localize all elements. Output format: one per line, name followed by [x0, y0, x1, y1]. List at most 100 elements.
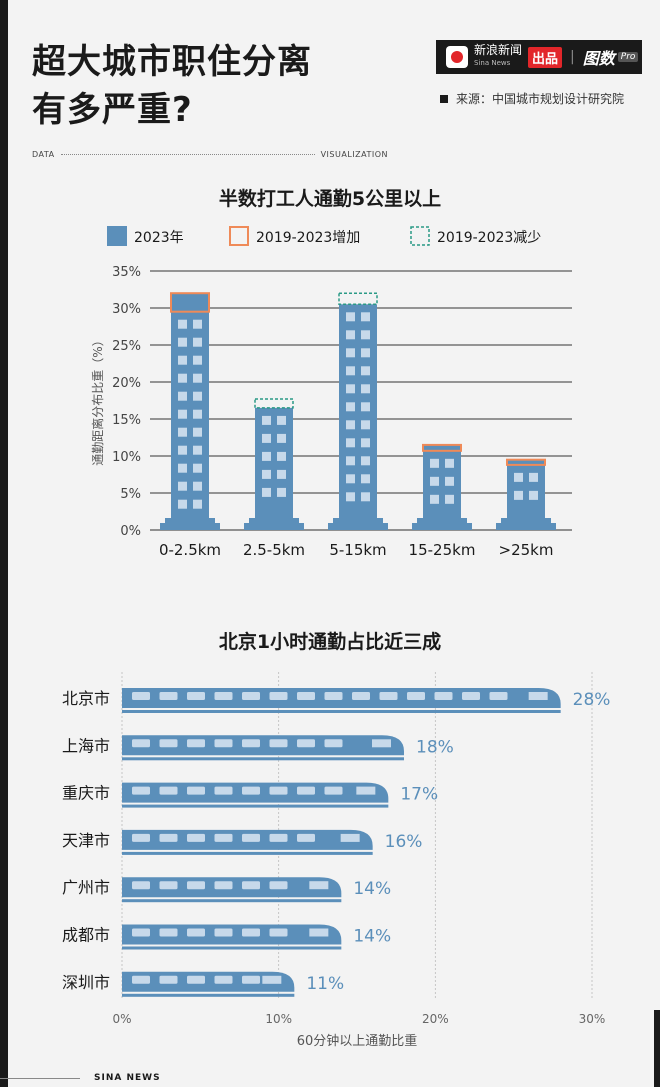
train-window: [214, 739, 233, 748]
train-bar: [122, 971, 295, 997]
train-rail: [122, 899, 342, 903]
footer-text: SINA NEWS: [94, 1073, 161, 1083]
bar-2023: [171, 311, 209, 530]
brand-name: 新浪新闻 Sina News: [474, 44, 522, 70]
train-cab-window: [528, 692, 548, 700]
bar-window: [277, 487, 286, 497]
bar-window: [178, 373, 187, 383]
source-text: 来源：中国城市规划设计研究院: [456, 92, 625, 106]
train-bar: [122, 782, 389, 808]
x-tick-label: 10%: [265, 1012, 292, 1026]
bar-window: [445, 458, 454, 468]
x-tick-label: 2.5-5km: [243, 541, 305, 559]
tag-right: VISUALIZATION: [320, 150, 388, 159]
train-window: [214, 975, 233, 984]
bar-window: [193, 427, 202, 437]
city-label: 天津市: [62, 831, 110, 850]
bar-window: [178, 499, 187, 509]
data-visualization-divider: DATA VISUALIZATION: [32, 150, 388, 159]
city-label: 上海市: [62, 736, 110, 755]
bar-window: [178, 319, 187, 329]
train-window: [132, 881, 150, 890]
train-bar: [122, 924, 342, 950]
bar-window: [346, 420, 355, 430]
bar-window: [193, 481, 202, 491]
train-window: [242, 786, 260, 795]
train-window: [159, 833, 178, 842]
brand-badge: 出品: [528, 46, 563, 68]
bar-window: [262, 415, 271, 425]
bar-window: [346, 492, 355, 502]
y-axis-label-group: 通勤距离分布比重（%）: [90, 334, 105, 465]
right-frame-bar: [654, 1010, 660, 1087]
product-suffix: Pro: [617, 52, 639, 62]
train-window: [297, 739, 315, 748]
train-rail: [122, 710, 561, 713]
x-tick-label: 0%: [112, 1012, 131, 1026]
train-window: [132, 833, 150, 842]
train-window: [132, 739, 150, 748]
bar-window: [346, 402, 355, 412]
train-window: [269, 692, 288, 700]
value-label: 11%: [306, 974, 344, 994]
bar-window: [193, 445, 202, 455]
brand-name-en: Sina News: [474, 59, 511, 67]
train-rail: [122, 851, 373, 855]
bar-2023: [339, 304, 377, 530]
train-rail: [122, 804, 389, 808]
train-cab-window: [309, 928, 329, 937]
bar-window: [430, 458, 439, 468]
page-title: 超大城市职住分离 有多严重?: [32, 38, 312, 134]
train-window: [462, 692, 480, 700]
legend-swatch-2023: [107, 226, 127, 246]
train-window: [324, 739, 343, 748]
train-cab-window: [262, 975, 282, 984]
train-window: [214, 692, 233, 700]
brand-name-cn: 新浪新闻: [474, 43, 523, 57]
y-tick-label: 10%: [112, 450, 141, 465]
city-label: 深圳市: [62, 973, 110, 992]
train-window: [214, 881, 233, 890]
bar-window: [193, 355, 202, 365]
bar-window: [178, 445, 187, 455]
train-window: [297, 692, 315, 700]
legend-label-2: 2019-2023减少: [437, 230, 541, 246]
left-frame-bar: [0, 0, 8, 1087]
bar-window: [277, 433, 286, 443]
train-window: [187, 786, 205, 795]
train-window: [434, 692, 453, 700]
bar-window: [430, 494, 439, 504]
bar-2023: [507, 464, 545, 530]
value-label: 14%: [353, 927, 391, 947]
y-tick-label: 35%: [112, 265, 141, 280]
bar-increase: [422, 443, 462, 452]
bar-window: [193, 319, 202, 329]
bar-window: [346, 312, 355, 322]
bar-window: [514, 490, 523, 500]
bar-group: [496, 458, 556, 530]
tag-left: DATA: [32, 150, 55, 159]
x-tick-label: 0-2.5km: [159, 541, 221, 559]
city-label: 重庆市: [62, 784, 110, 803]
chart2-title: 北京1小时通勤占比近三成: [219, 630, 441, 653]
bar-decrease: [338, 292, 378, 306]
train-window: [269, 928, 288, 937]
y-tick-label: 30%: [112, 302, 141, 317]
bar-window: [193, 463, 202, 473]
bar-window: [361, 420, 370, 430]
bar-window: [445, 476, 454, 486]
bar-decrease: [254, 398, 294, 409]
train-window: [159, 739, 178, 748]
commute-distance-chart: 半数打工人通勤5公里以上 2023年 2019-2023增加 2019-2023减少 0…: [90, 187, 572, 559]
bar-window: [346, 456, 355, 466]
bar-window: [361, 492, 370, 502]
bar-increase: [170, 292, 210, 313]
train-window: [132, 692, 150, 700]
y-tick-label: 20%: [112, 376, 141, 391]
bar-increase: [506, 458, 546, 466]
bar-window: [430, 476, 439, 486]
bar-window: [178, 337, 187, 347]
bar-window: [193, 337, 202, 347]
train-window: [187, 739, 205, 748]
